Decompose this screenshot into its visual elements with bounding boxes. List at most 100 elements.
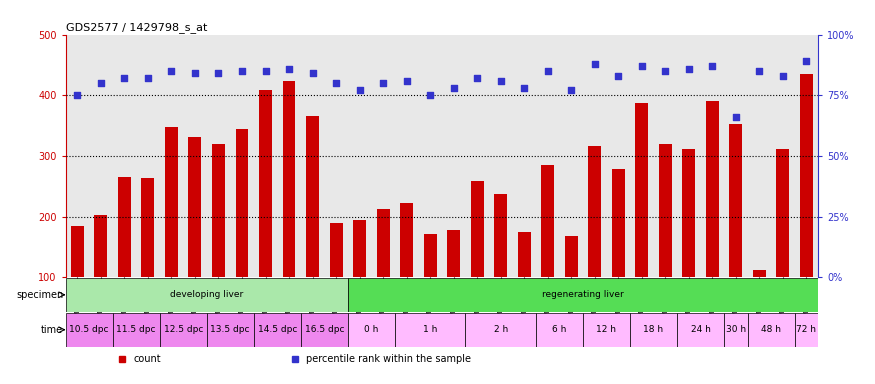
Text: 24 h: 24 h: [690, 325, 710, 334]
Point: [800, 58, 814, 65]
Text: 13.5 dpc: 13.5 dpc: [211, 325, 250, 334]
Point: [353, 87, 367, 93]
Point: [682, 65, 696, 71]
Point: [776, 73, 790, 79]
Bar: [612, 169, 625, 338]
Text: 72 h: 72 h: [796, 325, 816, 334]
Bar: [235, 129, 248, 338]
Point: [258, 68, 272, 74]
Bar: [494, 194, 507, 338]
Point: [141, 75, 155, 81]
Bar: [518, 232, 530, 338]
Bar: [354, 220, 366, 338]
Bar: [94, 215, 108, 338]
Point: [94, 80, 108, 86]
Text: 11.5 dpc: 11.5 dpc: [116, 325, 156, 334]
Text: 12.5 dpc: 12.5 dpc: [164, 325, 203, 334]
Text: 12 h: 12 h: [597, 325, 617, 334]
Bar: [583, 313, 630, 346]
Bar: [447, 230, 460, 338]
Text: 14.5 dpc: 14.5 dpc: [257, 325, 297, 334]
Text: 30 h: 30 h: [725, 325, 746, 334]
Point: [212, 70, 226, 76]
Bar: [118, 177, 131, 338]
Bar: [348, 278, 818, 311]
Point: [305, 70, 319, 76]
Bar: [160, 313, 206, 346]
Text: 10.5 dpc: 10.5 dpc: [69, 325, 108, 334]
Text: developing liver: developing liver: [170, 290, 243, 299]
Text: count: count: [133, 354, 161, 364]
Bar: [142, 179, 154, 338]
Bar: [165, 127, 178, 338]
Text: 2 h: 2 h: [493, 325, 507, 334]
Bar: [706, 101, 718, 338]
Bar: [400, 203, 413, 338]
Point: [117, 75, 131, 81]
Bar: [536, 313, 583, 346]
Bar: [330, 223, 342, 338]
Bar: [254, 313, 301, 346]
Point: [541, 68, 555, 74]
Point: [612, 73, 626, 79]
Bar: [800, 74, 813, 338]
Bar: [424, 233, 437, 338]
Bar: [66, 313, 113, 346]
Bar: [188, 136, 201, 338]
Bar: [635, 103, 648, 338]
Bar: [588, 146, 601, 338]
Text: percentile rank within the sample: percentile rank within the sample: [306, 354, 472, 364]
Bar: [301, 313, 348, 346]
Bar: [395, 313, 466, 346]
Bar: [259, 90, 272, 338]
Point: [188, 70, 202, 76]
Bar: [348, 313, 395, 346]
Text: 48 h: 48 h: [761, 325, 781, 334]
Bar: [66, 278, 348, 311]
Text: specimen: specimen: [16, 290, 63, 300]
Bar: [206, 313, 254, 346]
Point: [705, 63, 719, 69]
Bar: [564, 236, 578, 338]
Point: [564, 87, 578, 93]
Bar: [212, 144, 225, 338]
Bar: [283, 81, 296, 338]
Text: GDS2577 / 1429798_s_at: GDS2577 / 1429798_s_at: [66, 22, 207, 33]
Bar: [724, 313, 747, 346]
Text: 1 h: 1 h: [423, 325, 438, 334]
Bar: [730, 124, 742, 338]
Bar: [466, 313, 536, 346]
Bar: [542, 165, 554, 338]
Bar: [71, 226, 84, 338]
Point: [729, 114, 743, 120]
Point: [235, 68, 249, 74]
Text: 18 h: 18 h: [643, 325, 663, 334]
Text: regenerating liver: regenerating liver: [542, 290, 624, 299]
Bar: [113, 313, 160, 346]
Bar: [747, 313, 794, 346]
Point: [470, 75, 484, 81]
Bar: [752, 270, 766, 338]
Point: [400, 78, 414, 84]
Point: [376, 80, 390, 86]
Bar: [677, 313, 724, 346]
Point: [517, 85, 531, 91]
Point: [329, 80, 343, 86]
Point: [588, 61, 602, 67]
Bar: [659, 144, 672, 338]
Point: [493, 78, 507, 84]
Bar: [682, 149, 696, 338]
Point: [164, 68, 178, 74]
Point: [658, 68, 672, 74]
Text: 0 h: 0 h: [364, 325, 379, 334]
Text: 6 h: 6 h: [552, 325, 567, 334]
Bar: [471, 181, 484, 338]
Bar: [376, 209, 389, 338]
Point: [446, 85, 460, 91]
Bar: [306, 116, 319, 338]
Point: [424, 92, 438, 98]
Text: time: time: [41, 325, 63, 335]
Bar: [794, 313, 818, 346]
Point: [70, 92, 84, 98]
Text: 16.5 dpc: 16.5 dpc: [304, 325, 344, 334]
